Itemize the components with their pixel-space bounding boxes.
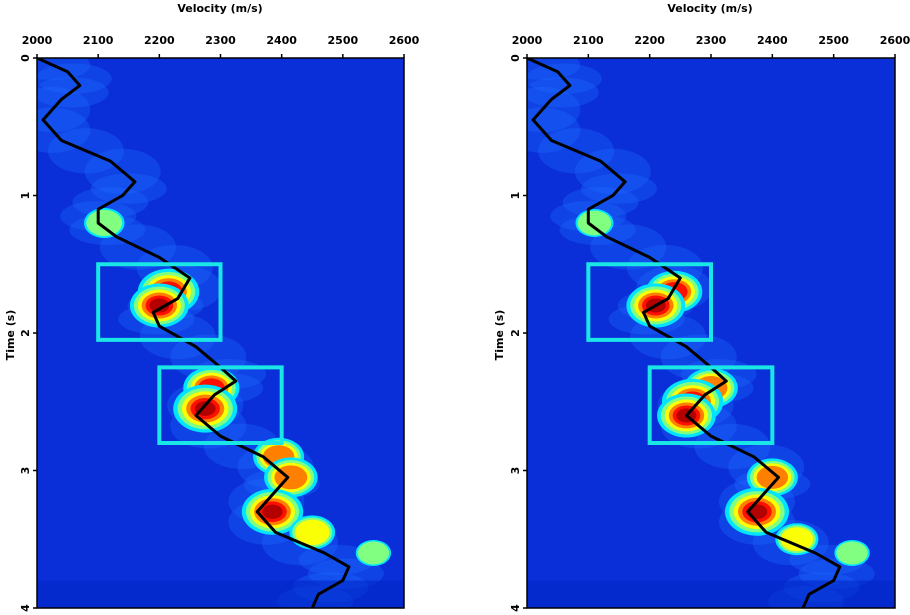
annotation-box-2 bbox=[157, 365, 284, 445]
y-tick-label: 4 bbox=[19, 604, 32, 612]
noise-band bbox=[527, 580, 895, 608]
annotation-box-2 bbox=[647, 365, 775, 445]
left-panel: Velocity (m/s) Time (s) 2000 2100 2200 2300… bbox=[4, 2, 420, 612]
y-tick-label: 4 bbox=[509, 604, 522, 612]
semblance-peak bbox=[775, 523, 819, 556]
x-tick-label: 2100 bbox=[83, 34, 114, 47]
plot-frame bbox=[526, 57, 896, 609]
peak-contour bbox=[577, 210, 612, 236]
semblance-band bbox=[527, 107, 581, 153]
peak-contour bbox=[780, 527, 814, 552]
left-x-axis-title: Velocity (m/s) bbox=[177, 2, 262, 15]
x-tick-label: 2500 bbox=[818, 34, 849, 47]
y-tick-label: 0 bbox=[19, 54, 32, 62]
right-x-axis-title: Velocity (m/s) bbox=[667, 2, 752, 15]
x-tick-label: 2300 bbox=[205, 34, 236, 47]
left-y-axis-title: Time (s) bbox=[4, 310, 17, 361]
semblance-peak bbox=[289, 515, 336, 550]
semblance-band bbox=[37, 86, 91, 133]
velocity-curve bbox=[527, 58, 842, 608]
semblance-peak bbox=[746, 458, 798, 497]
x-tick-label: 2000 bbox=[512, 34, 543, 47]
x-tick-label: 2100 bbox=[573, 34, 604, 47]
right-panel: Velocity (m/s) Time (s) 2000 2100 2200 2300… bbox=[493, 2, 910, 612]
semblance-peak bbox=[725, 487, 789, 536]
x-tick-label: 2400 bbox=[266, 34, 297, 47]
peak-contour bbox=[357, 541, 390, 565]
noise-band bbox=[37, 580, 404, 608]
peak-contour bbox=[294, 519, 330, 546]
semblance-peak bbox=[83, 208, 125, 238]
annotation-box-1 bbox=[96, 262, 223, 342]
semblance-peak bbox=[173, 384, 238, 433]
peak-contour bbox=[836, 541, 868, 565]
x-tick-label: 2000 bbox=[22, 34, 53, 47]
annotation-box-1 bbox=[586, 262, 713, 342]
semblance-peak bbox=[129, 283, 189, 328]
y-tick-label: 2 bbox=[19, 329, 32, 337]
y-tick-label: 1 bbox=[509, 192, 522, 200]
semblance-band bbox=[527, 86, 581, 133]
x-tick-label: 2200 bbox=[144, 34, 175, 47]
peak-contour bbox=[86, 209, 123, 237]
heatmap-field bbox=[527, 58, 895, 608]
y-tick-label: 2 bbox=[509, 329, 522, 337]
right-y-axis-title: Time (s) bbox=[493, 310, 506, 361]
x-tick-label: 2200 bbox=[634, 34, 665, 47]
y-tick-label: 1 bbox=[19, 192, 32, 200]
velocity-curve bbox=[37, 58, 351, 608]
semblance-band bbox=[37, 107, 91, 153]
y-tick-label: 3 bbox=[509, 467, 522, 475]
x-tick-label: 2500 bbox=[328, 34, 359, 47]
semblance-peak bbox=[575, 209, 614, 237]
x-tick-label: 2400 bbox=[757, 34, 788, 47]
y-tick-label: 0 bbox=[509, 54, 522, 62]
semblance-peak bbox=[355, 540, 392, 566]
plot-frame bbox=[36, 57, 405, 609]
x-tick-label: 2600 bbox=[389, 34, 420, 47]
peak-contour bbox=[149, 298, 170, 313]
y-tick-label: 3 bbox=[19, 467, 32, 475]
x-tick-label: 2300 bbox=[696, 34, 727, 47]
peak-contour bbox=[262, 504, 283, 519]
semblance-peak bbox=[834, 540, 870, 566]
peak-contour bbox=[756, 465, 789, 489]
x-tick-label: 2600 bbox=[880, 34, 910, 47]
